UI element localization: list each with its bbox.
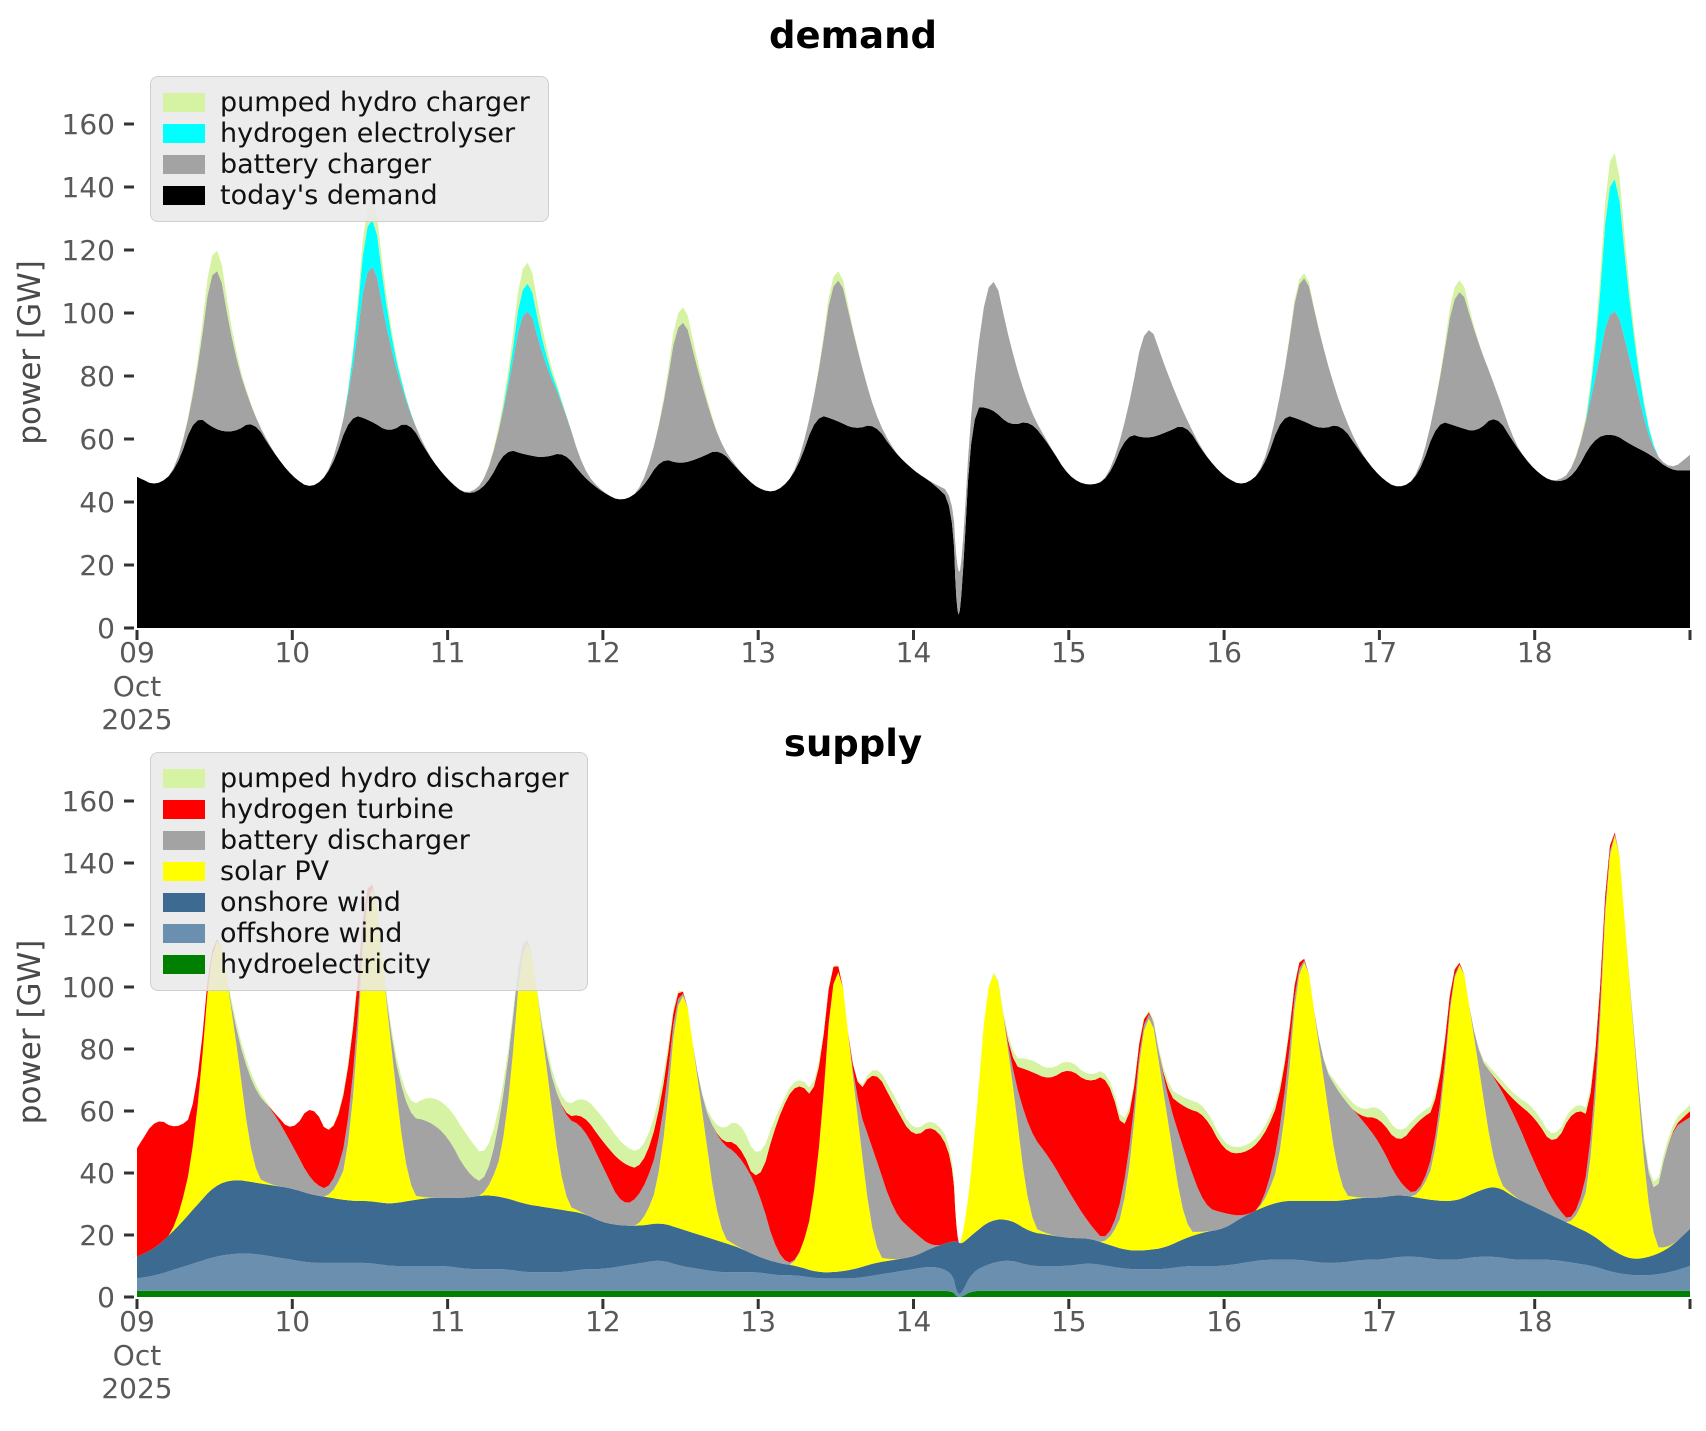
svg-text:16: 16 [1206, 1305, 1242, 1338]
svg-text:17: 17 [1362, 1305, 1398, 1338]
svg-text:2025: 2025 [101, 703, 172, 736]
svg-text:10: 10 [274, 636, 310, 669]
legend-row-hydrogen-electrolyser: hydrogen electrolyser [163, 118, 530, 149]
pumped-hydro-charger-swatch-icon [163, 93, 205, 112]
svg-text:11: 11 [430, 1305, 466, 1338]
svg-text:20: 20 [79, 549, 115, 582]
solar-PV-swatch-icon [163, 862, 205, 881]
svg-text:15: 15 [1051, 1305, 1087, 1338]
battery-discharger-swatch-icon [163, 831, 205, 850]
svg-text:80: 80 [79, 360, 115, 393]
svg-text:160: 160 [62, 108, 115, 141]
svg-text:10: 10 [274, 1305, 310, 1338]
svg-text:140: 140 [62, 171, 115, 204]
legend-row-hydroelectricity: hydroelectricity [163, 949, 569, 980]
svg-text:100: 100 [62, 297, 115, 330]
legend-row-hydrogen-turbine: hydrogen turbine [163, 794, 569, 825]
svg-text:120: 120 [62, 234, 115, 267]
legend-label: onshore wind [220, 887, 401, 918]
demand-chart-title: demand [769, 14, 937, 57]
supply-legend: pumped hydro discharger hydrogen turbine b… [150, 752, 588, 991]
svg-text:Oct: Oct [113, 670, 161, 703]
solar-PV-area [137, 835, 1690, 1273]
svg-text:160: 160 [62, 785, 115, 818]
svg-text:12: 12 [585, 1305, 621, 1338]
svg-text:15: 15 [1051, 636, 1087, 669]
legend-row-today-s-demand: today's demand [163, 180, 530, 211]
legend-label: hydroelectricity [220, 949, 431, 980]
legend-label: pumped hydro charger [220, 87, 530, 118]
offshore-wind-area [137, 1253, 1690, 1297]
svg-text:60: 60 [79, 1095, 115, 1128]
svg-text:140: 140 [62, 847, 115, 880]
svg-text:09: 09 [119, 1305, 155, 1338]
legend-row-onshore-wind: onshore wind [163, 887, 569, 918]
hydroelectricity-area [137, 1290, 1690, 1297]
svg-text:0: 0 [97, 1281, 115, 1314]
supply-chart-title: supply [783, 722, 923, 765]
legend-label: solar PV [220, 856, 330, 887]
svg-text:14: 14 [896, 1305, 932, 1338]
legend-label: hydrogen electrolyser [220, 118, 516, 149]
onshore-wind-area [137, 1180, 1690, 1294]
svg-text:17: 17 [1362, 636, 1398, 669]
svg-text:100: 100 [62, 971, 115, 1004]
svg-text:power [GW]: power [GW] [12, 260, 48, 445]
legend-label: today's demand [220, 180, 438, 211]
legend-label: hydrogen turbine [220, 794, 454, 825]
svg-text:13: 13 [740, 636, 776, 669]
svg-text:2025: 2025 [101, 1372, 172, 1405]
svg-text:80: 80 [79, 1033, 115, 1066]
hydrogen-turbine-swatch-icon [163, 800, 205, 819]
demand-legend: pumped hydro charger hydrogen electrolyse… [150, 76, 549, 222]
legend-row-pumped-hydro-discharger: pumped hydro discharger [163, 763, 569, 794]
svg-text:power [GW]: power [GW] [12, 940, 48, 1125]
pumped-hydro-discharger-swatch-icon [163, 769, 205, 788]
legend-label: offshore wind [220, 918, 403, 949]
svg-text:11: 11 [430, 636, 466, 669]
svg-text:16: 16 [1206, 636, 1242, 669]
legend-label: battery charger [220, 149, 432, 180]
svg-text:60: 60 [79, 423, 115, 456]
svg-text:12: 12 [585, 636, 621, 669]
legend-label: pumped hydro discharger [220, 763, 569, 794]
today-s-demand-swatch-icon [163, 186, 205, 205]
svg-text:14: 14 [896, 636, 932, 669]
legend-row-battery-charger: battery charger [163, 149, 530, 180]
svg-text:120: 120 [62, 909, 115, 942]
legend-row-battery-discharger: battery discharger [163, 825, 569, 856]
today-s-demand-area [137, 407, 1690, 628]
svg-text:20: 20 [79, 1219, 115, 1252]
legend-row-solar-PV: solar PV [163, 856, 569, 887]
svg-text:13: 13 [740, 1305, 776, 1338]
battery-charger-swatch-icon [163, 155, 205, 174]
svg-text:40: 40 [79, 486, 115, 519]
battery-charger-area [137, 266, 1690, 615]
onshore-wind-swatch-icon [163, 893, 205, 912]
svg-text:18: 18 [1517, 1305, 1553, 1338]
legend-row-offshore-wind: offshore wind [163, 918, 569, 949]
hydrogen-electrolyser-swatch-icon [163, 124, 205, 143]
svg-text:18: 18 [1517, 636, 1553, 669]
svg-text:09: 09 [119, 636, 155, 669]
svg-text:Oct: Oct [113, 1339, 161, 1372]
hydrogen-turbine-area [137, 832, 1690, 1263]
svg-text:40: 40 [79, 1157, 115, 1190]
svg-text:0: 0 [97, 612, 115, 645]
legend-row-pumped-hydro-charger: pumped hydro charger [163, 87, 530, 118]
offshore-wind-swatch-icon [163, 924, 205, 943]
hydroelectricity-swatch-icon [163, 955, 205, 974]
legend-label: battery discharger [220, 825, 470, 856]
